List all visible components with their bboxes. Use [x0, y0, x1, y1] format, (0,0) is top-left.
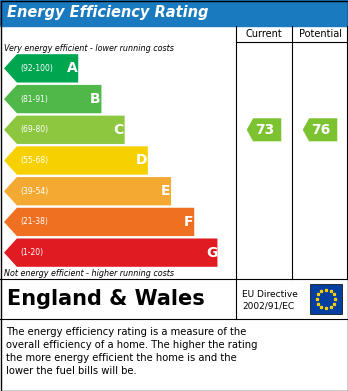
Text: D: D	[136, 154, 148, 167]
Text: England & Wales: England & Wales	[7, 289, 205, 309]
Text: (1-20): (1-20)	[20, 248, 43, 257]
Text: G: G	[206, 246, 217, 260]
Polygon shape	[4, 54, 78, 83]
Bar	[0, 319, 348, 391]
Text: (92-100): (92-100)	[20, 64, 53, 73]
Text: A: A	[67, 61, 78, 75]
Polygon shape	[4, 239, 218, 267]
Polygon shape	[4, 85, 101, 113]
Text: F: F	[183, 215, 193, 229]
Text: B: B	[90, 92, 101, 106]
Text: 73: 73	[255, 123, 274, 137]
Text: 76: 76	[311, 123, 330, 137]
Text: (69-80): (69-80)	[20, 125, 48, 134]
Bar	[310, 284, 342, 314]
Polygon shape	[4, 177, 171, 205]
Bar	[0, 279, 348, 319]
Text: Very energy efficient - lower running costs: Very energy efficient - lower running co…	[4, 44, 174, 53]
Text: E: E	[160, 184, 170, 198]
Polygon shape	[247, 118, 281, 141]
Text: (81-91): (81-91)	[20, 95, 48, 104]
Text: (39-54): (39-54)	[20, 187, 48, 196]
Text: 2002/91/EC: 2002/91/EC	[242, 302, 294, 311]
Text: C: C	[113, 123, 124, 137]
Bar	[0, 0, 348, 26]
Text: the more energy efficient the home is and the: the more energy efficient the home is an…	[6, 353, 237, 363]
Text: EU Directive: EU Directive	[242, 290, 298, 299]
Polygon shape	[4, 146, 148, 175]
Text: The energy efficiency rating is a measure of the: The energy efficiency rating is a measur…	[6, 327, 246, 337]
Polygon shape	[303, 118, 337, 141]
Text: overall efficiency of a home. The higher the rating: overall efficiency of a home. The higher…	[6, 340, 258, 350]
Text: Energy Efficiency Rating: Energy Efficiency Rating	[7, 5, 208, 20]
Text: (21-38): (21-38)	[20, 217, 48, 226]
Polygon shape	[4, 116, 125, 144]
Text: lower the fuel bills will be.: lower the fuel bills will be.	[6, 366, 137, 376]
Text: Not energy efficient - higher running costs: Not energy efficient - higher running co…	[4, 269, 174, 278]
Text: (55-68): (55-68)	[20, 156, 48, 165]
Text: Potential: Potential	[299, 29, 341, 39]
Text: Current: Current	[246, 29, 282, 39]
Polygon shape	[4, 208, 194, 236]
Bar	[0, 26, 348, 279]
